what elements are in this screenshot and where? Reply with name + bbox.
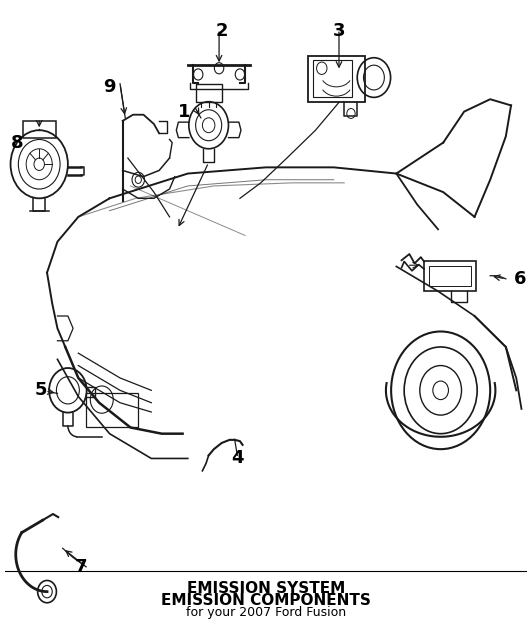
Text: 3: 3	[332, 22, 345, 40]
Text: EMISSION SYSTEM: EMISSION SYSTEM	[187, 581, 345, 596]
Bar	[429, 267, 471, 286]
Text: 6: 6	[513, 270, 526, 288]
Text: 8: 8	[11, 133, 23, 152]
Text: EMISSION COMPONENTS: EMISSION COMPONENTS	[161, 593, 371, 609]
Text: 4: 4	[231, 449, 244, 468]
Bar	[424, 262, 476, 291]
Bar	[86, 393, 138, 427]
Text: for your 2007 Ford Fusion: for your 2007 Ford Fusion	[186, 605, 346, 619]
Bar	[313, 60, 352, 97]
Text: 2: 2	[215, 22, 228, 40]
Text: 5: 5	[35, 381, 47, 399]
Text: 9: 9	[103, 78, 116, 96]
Bar	[22, 121, 56, 138]
Text: 1: 1	[178, 102, 190, 121]
Text: 7: 7	[74, 558, 87, 576]
Bar	[196, 84, 222, 102]
Bar	[307, 56, 365, 102]
